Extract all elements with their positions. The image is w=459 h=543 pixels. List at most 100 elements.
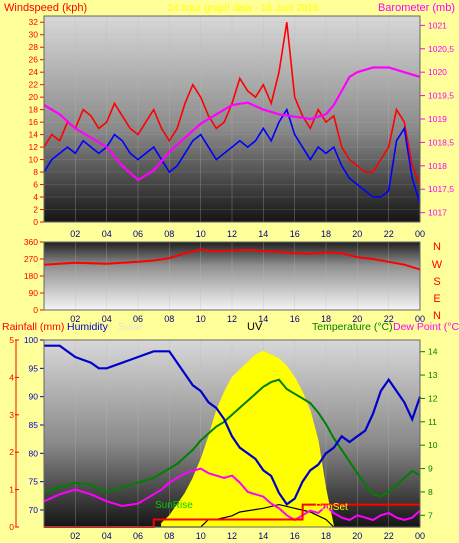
windspeed-tick-12: 12 bbox=[29, 142, 39, 152]
wind-direction-series-line bbox=[43, 248, 421, 271]
humidity-tick-70: 70 bbox=[29, 505, 39, 515]
dir-x-tick-00-11: 00 bbox=[415, 314, 425, 324]
rainfall-tick-2: 2 bbox=[9, 447, 14, 457]
humidity-tick-90: 90 bbox=[29, 392, 39, 402]
direction-tick-270: 270 bbox=[24, 254, 38, 264]
dir-x-tick-06-2: 06 bbox=[133, 314, 143, 324]
dir-x-tick-20-9: 20 bbox=[352, 314, 362, 324]
temperature-tick-labels: 7 8 9 10 11 12 13 14 bbox=[420, 347, 438, 520]
panel-direction-time-labels: 02 04 06 08 10 12 14 16 18 20 22 00 bbox=[70, 314, 425, 324]
panel-wind-time-labels: 02 04 06 08 10 12 14 16 18 20 22 00 bbox=[70, 229, 425, 239]
rainfall-tick-5: 5 bbox=[9, 335, 14, 345]
dir-x-tick-04-1: 04 bbox=[102, 314, 112, 324]
direction-tick-0: 0 bbox=[33, 305, 38, 315]
wind-x-tick-20-9: 20 bbox=[352, 229, 362, 239]
barometer-tick-1021: 1021 bbox=[428, 20, 447, 30]
humidity-tick-75: 75 bbox=[29, 477, 39, 487]
rainfall-tick-4: 4 bbox=[9, 372, 14, 382]
wind-x-tick-02-0: 02 bbox=[70, 229, 80, 239]
barometer-axis-title: Barometer (mb) bbox=[378, 2, 455, 14]
windspeed-tick-20: 20 bbox=[29, 92, 39, 102]
humidity-tick-100: 100 bbox=[24, 335, 38, 345]
direction-tick-labels: 0 90 180 270 360 bbox=[24, 237, 44, 315]
dir-x-tick-14-6: 14 bbox=[258, 314, 268, 324]
windspeed-tick-22: 22 bbox=[29, 80, 39, 90]
dir-x-tick-16-7: 16 bbox=[290, 314, 300, 324]
dir-x-tick-18-8: 18 bbox=[321, 314, 331, 324]
windspeed-tick-6: 6 bbox=[33, 180, 38, 190]
compass-label-n-bottom: N bbox=[433, 310, 441, 322]
climate-x-tick-08-3: 08 bbox=[164, 531, 174, 541]
sunset-annotation: SunSet bbox=[315, 502, 348, 513]
chart-subtitle: 24 hour graph data - 16 Juni 2016 bbox=[168, 3, 319, 14]
rainfall-tick-3: 3 bbox=[9, 410, 14, 420]
windspeed-axis-title: Windspeed (kph) bbox=[4, 2, 87, 14]
barometer-tick-labels: 1017 1017,5 1018 1018,5 1019 1019,5 1020 1020,5… bbox=[420, 20, 454, 218]
wind-x-tick-08-3: 08 bbox=[164, 229, 174, 239]
rainfall-series-line bbox=[44, 503, 420, 528]
rainfall-axis-title: Rainfall (mm) bbox=[2, 321, 64, 333]
compass-label-n-top: N bbox=[433, 241, 441, 253]
climate-x-tick-16-7: 16 bbox=[290, 531, 300, 541]
wind-x-tick-16-7: 16 bbox=[290, 229, 300, 239]
compass-label-s: S bbox=[433, 276, 440, 288]
wind-direction-panel: 0 90 180 270 360 02 04 06 08 10 12 14 16 18 20 22 00 N … bbox=[24, 237, 443, 324]
barometer-tick-1018,5: 1018,5 bbox=[428, 137, 454, 147]
climate-x-tick-02-0: 02 bbox=[70, 531, 80, 541]
uv-axis-title: UV bbox=[247, 321, 263, 333]
humidity-tick-80: 80 bbox=[29, 448, 39, 458]
wind-x-tick-00-11: 00 bbox=[415, 229, 425, 239]
barometer-tick-1019: 1019 bbox=[428, 114, 447, 124]
dir-x-tick-10-4: 10 bbox=[196, 314, 206, 324]
windspeed-tick-28: 28 bbox=[29, 42, 39, 52]
humidity-axis-title: Humidity bbox=[67, 321, 109, 333]
temperature-tick-12: 12 bbox=[428, 393, 438, 403]
windspeed-tick-32: 32 bbox=[29, 17, 39, 27]
windspeed-tick-14: 14 bbox=[29, 130, 39, 140]
temperature-tick-14: 14 bbox=[428, 347, 438, 357]
windspeed-tick-26: 26 bbox=[29, 55, 39, 65]
wind-x-tick-22-10: 22 bbox=[384, 229, 394, 239]
barometer-tick-1019,5: 1019,5 bbox=[428, 91, 454, 101]
climate-x-tick-10-4: 10 bbox=[196, 531, 206, 541]
humidity-series-line bbox=[44, 344, 422, 506]
windspeed-tick-30: 30 bbox=[29, 30, 39, 40]
windspeed-tick-2: 2 bbox=[33, 205, 38, 215]
dew-point-series-line bbox=[43, 467, 421, 522]
wind-x-tick-06-2: 06 bbox=[133, 229, 143, 239]
climate-x-tick-06-2: 06 bbox=[133, 531, 143, 541]
sunrise-annotation: SunRise bbox=[155, 500, 193, 511]
dir-x-tick-08-3: 08 bbox=[164, 314, 174, 324]
climate-x-tick-22-10: 22 bbox=[384, 531, 394, 541]
climate-x-tick-00-11: 00 bbox=[415, 531, 425, 541]
temperature-tick-8: 8 bbox=[428, 487, 433, 497]
windspeed-tick-0: 0 bbox=[33, 217, 38, 227]
climate-x-tick-14-6: 14 bbox=[258, 531, 268, 541]
direction-tick-90: 90 bbox=[29, 288, 39, 298]
temperature-tick-9: 9 bbox=[428, 464, 433, 474]
temperature-tick-11: 11 bbox=[428, 417, 437, 427]
barometer-series-line bbox=[43, 66, 421, 182]
climate-x-tick-04-1: 04 bbox=[102, 531, 112, 541]
dir-x-tick-22-10: 22 bbox=[384, 314, 394, 324]
compass-labels: N W S E N bbox=[432, 241, 443, 322]
humidity-tick-85: 85 bbox=[29, 420, 39, 430]
humidity-tick-95: 95 bbox=[29, 363, 39, 373]
compass-label-w: W bbox=[432, 259, 443, 271]
humidity-tick-labels: 70 75 80 85 90 95 100 bbox=[24, 335, 44, 515]
climate-x-tick-12-5: 12 bbox=[227, 531, 237, 541]
barometer-tick-1018: 1018 bbox=[428, 161, 447, 171]
panel-climate-time-labels: 02 04 06 08 10 12 14 16 18 20 22 00 bbox=[70, 531, 425, 541]
wind-x-tick-14-6: 14 bbox=[258, 229, 268, 239]
windspeed-tick-16: 16 bbox=[29, 117, 39, 127]
temperature-series-line bbox=[43, 378, 421, 498]
compass-label-e: E bbox=[433, 293, 440, 305]
windspeed-tick-24: 24 bbox=[29, 67, 39, 77]
wind-x-tick-10-4: 10 bbox=[196, 229, 206, 239]
solar-axis-title: Solar bbox=[118, 321, 143, 333]
barometer-tick-1017: 1017 bbox=[428, 208, 447, 218]
